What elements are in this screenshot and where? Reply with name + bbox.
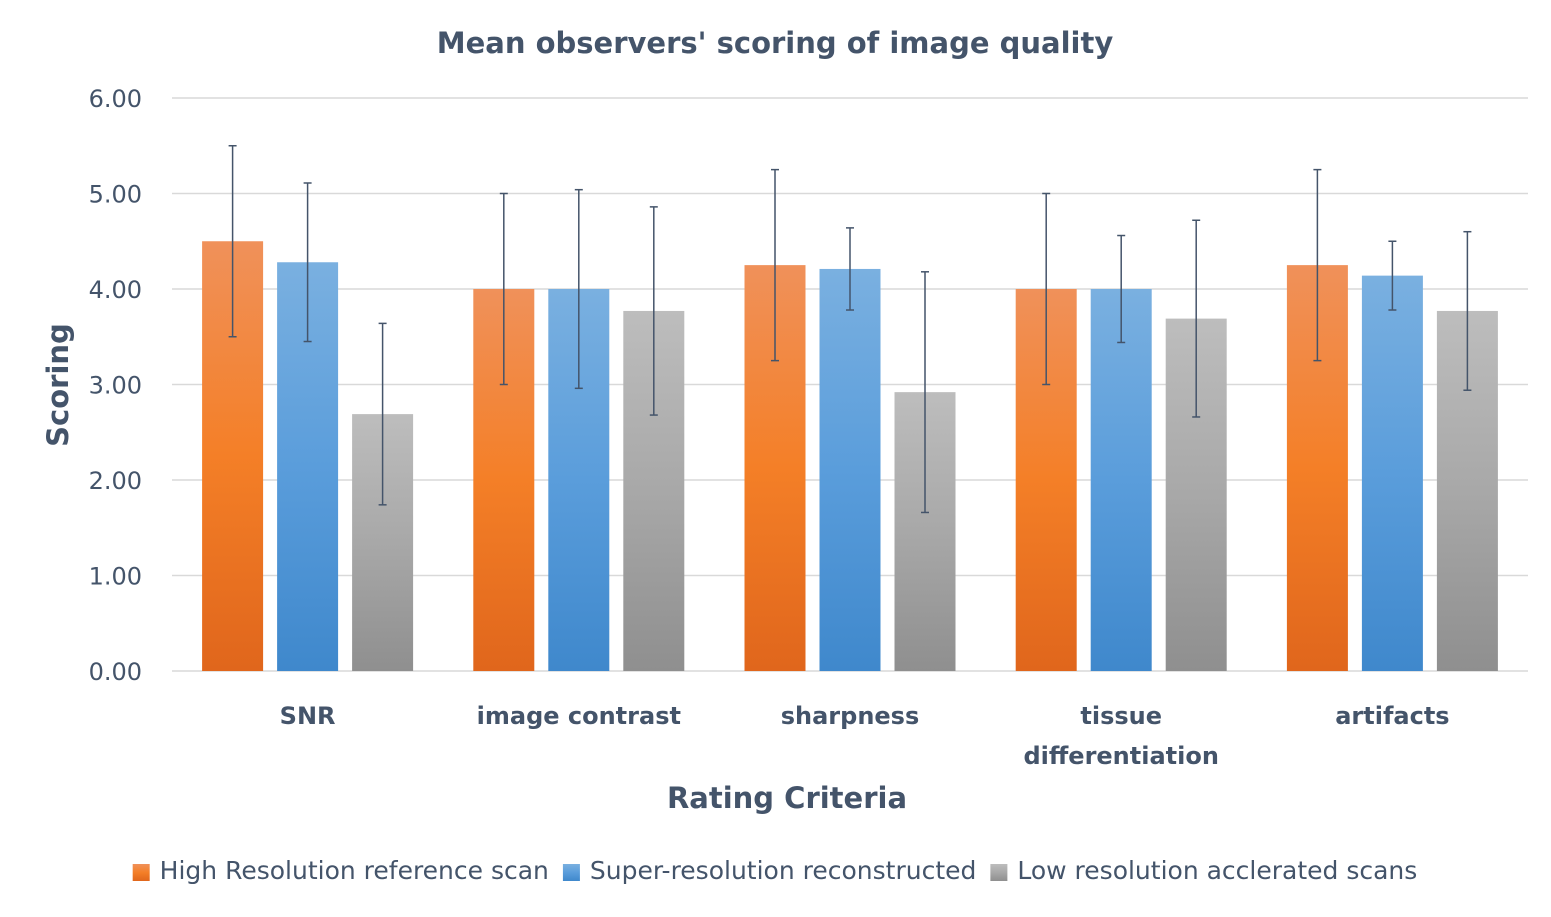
chart-title: Mean observers' scoring of image quality <box>437 26 1114 60</box>
x-tick-label: image contrast <box>477 702 681 730</box>
legend-label: Low resolution acclerated scans <box>1017 856 1417 885</box>
legend-swatch <box>562 864 580 881</box>
legend-label: High Resolution reference scan <box>160 856 549 885</box>
x-axis-tick-labels: SNR image contrast sharpness tissue differen… <box>280 702 1450 770</box>
x-axis-title: Rating Criteria <box>667 781 907 815</box>
legend-swatch <box>990 864 1008 881</box>
error-bars <box>228 145 1472 514</box>
error-bar-1-3 <box>1117 234 1126 344</box>
error-bar-1-0 <box>303 182 312 343</box>
error-bar-0-0 <box>228 145 237 338</box>
y-tick-label: 1.00 <box>89 563 142 591</box>
error-bar-1-4 <box>1388 240 1397 311</box>
y-tick-label: 0.00 <box>89 658 142 686</box>
error-bar-2-0 <box>378 322 387 506</box>
error-bar-2-3 <box>1192 219 1201 418</box>
legend-swatch <box>132 864 150 881</box>
x-tick-label: SNR <box>280 702 336 730</box>
error-bar-0-1 <box>499 192 508 386</box>
y-tick-label: 4.00 <box>89 276 142 304</box>
error-bar-2-4 <box>1463 230 1472 391</box>
y-axis-title: Scoring <box>41 323 75 447</box>
error-bar-0-2 <box>771 168 779 362</box>
bar-1-2 <box>819 268 881 671</box>
legend-item-1: Super-resolution reconstructed <box>562 856 976 885</box>
x-tick-label: tissue <box>1080 702 1162 730</box>
y-tick-label: 2.00 <box>89 467 142 495</box>
error-bar-2-2 <box>921 271 929 514</box>
y-axis-tick-labels: 0.00 1.00 2.00 3.00 4.00 5.00 6.00 <box>89 85 142 686</box>
y-tick-label: 5.00 <box>89 181 142 209</box>
x-tick-label: artifacts <box>1335 702 1449 730</box>
error-bar-1-2 <box>846 227 854 311</box>
bar-1-4 <box>1361 275 1423 671</box>
legend-item-2: Low resolution acclerated scans <box>990 856 1417 885</box>
y-tick-label: 3.00 <box>89 372 142 400</box>
x-tick-label: differentiation <box>1023 742 1219 770</box>
x-tick-label: sharpness <box>781 702 920 730</box>
legend: High Resolution reference scan Super-reso… <box>132 856 1417 885</box>
bar-1-3 <box>1090 289 1152 671</box>
error-bar-0-3 <box>1042 192 1051 386</box>
error-bar-0-4 <box>1313 168 1322 362</box>
legend-label: Super-resolution reconstructed <box>590 856 976 885</box>
error-bar-1-1 <box>574 188 583 390</box>
legend-item-0: High Resolution reference scan <box>132 856 549 885</box>
error-bar-2-1 <box>649 206 658 416</box>
y-tick-label: 6.00 <box>89 85 142 113</box>
